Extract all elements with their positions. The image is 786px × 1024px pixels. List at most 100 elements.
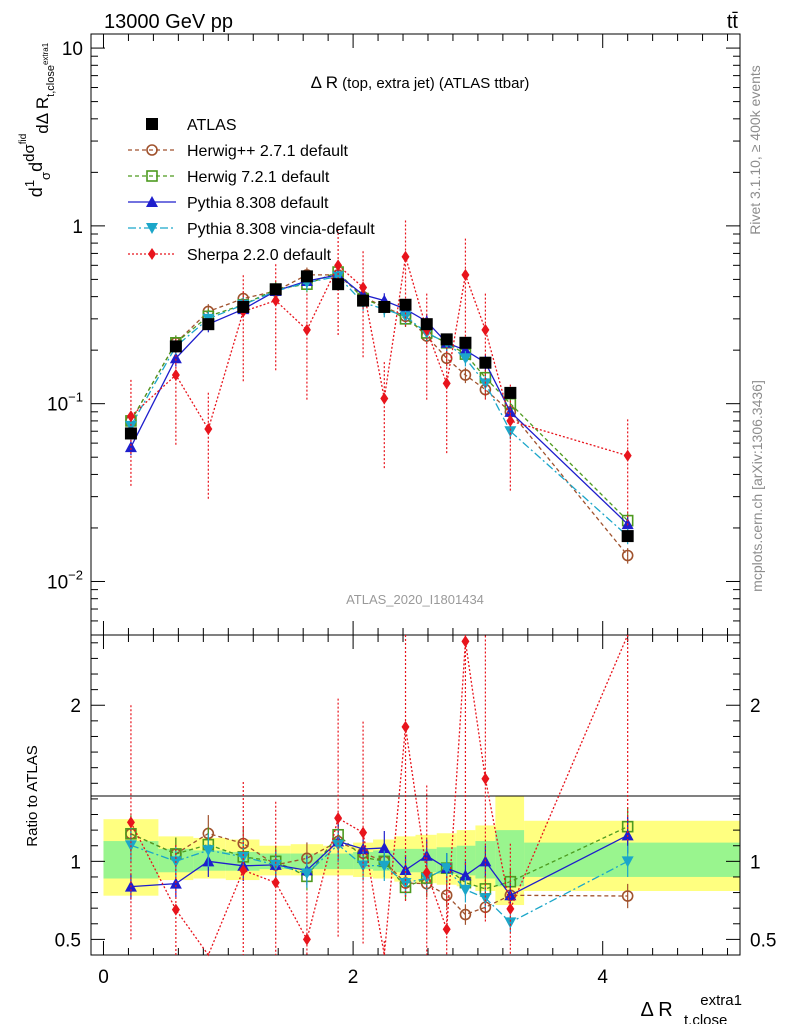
ratio-series-line xyxy=(130,834,628,897)
data-point xyxy=(271,294,280,307)
ratio-point xyxy=(237,851,250,863)
x-tick-label: 2 xyxy=(348,967,359,988)
data-point xyxy=(401,250,410,263)
y-axis-label-main: d1σddσfiddΔ Rt,closeextra1 xyxy=(18,42,57,197)
data-point xyxy=(420,318,433,331)
main-panel: 10−2 10−1 1 10 xyxy=(47,33,741,636)
ratio-axis-ticks: 0 2 4 0.5 0.5 1 1 2 2 xyxy=(55,635,776,988)
ratio-point xyxy=(378,841,391,853)
legend-label: ATLAS xyxy=(187,117,237,134)
data-point xyxy=(621,549,634,562)
data-point xyxy=(459,369,472,381)
data-point xyxy=(302,323,311,336)
ratio-point xyxy=(399,864,412,876)
ratio-point xyxy=(378,860,391,872)
ratio-y-tick-label: 2 xyxy=(70,696,81,717)
x-axis-label-text: Δ R extra1 t,close xyxy=(640,992,742,1024)
legend-label: Herwig++ 2.7.1 default xyxy=(187,143,349,160)
data-point xyxy=(479,378,492,390)
y-tick-label: 10 xyxy=(62,39,83,60)
data-point xyxy=(504,426,517,438)
ratio-point xyxy=(300,868,313,880)
data-point xyxy=(269,283,282,296)
ratio-point xyxy=(239,864,248,877)
ratio-point xyxy=(440,863,453,875)
ratio-point xyxy=(479,893,492,905)
ratio-point xyxy=(357,843,370,855)
series-line xyxy=(130,274,629,556)
main-series-layer xyxy=(124,220,634,564)
data-point xyxy=(506,414,515,427)
ratio-y-tick-label-right: 2 xyxy=(750,696,761,717)
data-point xyxy=(237,300,250,313)
data-point xyxy=(126,410,135,423)
data-point xyxy=(459,336,472,349)
ratio-band-inner xyxy=(524,842,740,877)
data-point xyxy=(332,271,345,283)
ratio-point xyxy=(504,917,517,929)
legend-marker xyxy=(146,170,158,182)
series-atlas xyxy=(124,270,634,543)
ratio-point xyxy=(504,889,517,901)
ratio-series-line xyxy=(130,832,628,916)
y-axis-label-main-text: d1σddσfiddΔ Rt,closeextra1 xyxy=(18,42,57,197)
series-line xyxy=(130,256,628,457)
ratio-point xyxy=(422,866,431,879)
data-point xyxy=(459,344,472,356)
legend-marker xyxy=(146,223,158,234)
legend-entry: Pythia 8.308 vincia-default xyxy=(128,221,375,238)
data-point xyxy=(399,298,412,311)
data-point xyxy=(440,333,453,346)
data-point xyxy=(169,352,182,364)
ratio-point xyxy=(459,884,472,896)
y-axis-label-ratio: Ratio to ATLAS xyxy=(24,745,41,846)
data-point xyxy=(300,270,313,283)
y-tick-label: 1 xyxy=(72,217,83,238)
data-point xyxy=(481,323,490,336)
x-tick-label: 0 xyxy=(98,967,109,988)
legend-marker xyxy=(146,144,158,156)
data-point xyxy=(357,294,370,307)
ratio-point xyxy=(481,772,490,785)
data-point xyxy=(504,386,517,399)
ratio-panel: 0 2 4 0.5 0.5 1 1 2 2 xyxy=(55,634,776,988)
series-sherpa-2-2-0-default xyxy=(126,220,632,527)
data-point xyxy=(124,441,137,453)
series-line xyxy=(130,274,629,525)
legend-label: Pythia 8.308 vincia-default xyxy=(187,221,375,238)
data-point xyxy=(124,427,137,440)
ratio-point xyxy=(506,902,515,915)
data-point xyxy=(124,420,137,432)
ratio-series-line xyxy=(130,634,629,957)
ratio-series-layer xyxy=(124,634,634,957)
ratio-plot-frame xyxy=(90,634,741,956)
ratio-point xyxy=(271,876,280,889)
data-point xyxy=(202,318,215,331)
legend-label: Herwig 7.2.1 default xyxy=(187,169,330,186)
data-point xyxy=(459,353,472,365)
legend-entry: Herwig 7.2.1 default xyxy=(128,169,330,186)
ratio-point xyxy=(269,859,282,871)
data-point xyxy=(621,530,634,543)
legend-marker xyxy=(146,196,158,207)
ratio-point xyxy=(332,839,345,851)
ratio-point xyxy=(459,869,472,881)
watermark: ATLAS_2020_I1801434 xyxy=(346,592,484,607)
ratio-point xyxy=(621,829,634,841)
legend-marker xyxy=(146,118,158,130)
ratio-y-tick-label-right: 1 xyxy=(750,852,761,873)
ratio-point xyxy=(334,812,343,825)
data-point xyxy=(334,259,343,272)
header-right: tt̄ xyxy=(727,11,739,33)
legend-label: Sherpa 2.2.0 default xyxy=(187,247,332,264)
data-point xyxy=(169,340,182,353)
data-point xyxy=(504,405,517,417)
ratio-point xyxy=(459,908,472,921)
x-axis-label: Δ R extra1 t,close xyxy=(640,992,742,1024)
ratio-point xyxy=(401,720,410,733)
side-label-mcplots: mcplots.cern.ch [arXiv:1306.3436] xyxy=(749,380,765,592)
legend: ATLAS Herwig++ 2.7.1 default Herwig 7.2.1 … xyxy=(128,117,375,264)
ratio-series-line xyxy=(130,843,628,924)
ratio-series-sherpa-2-2-0-default xyxy=(126,634,629,957)
